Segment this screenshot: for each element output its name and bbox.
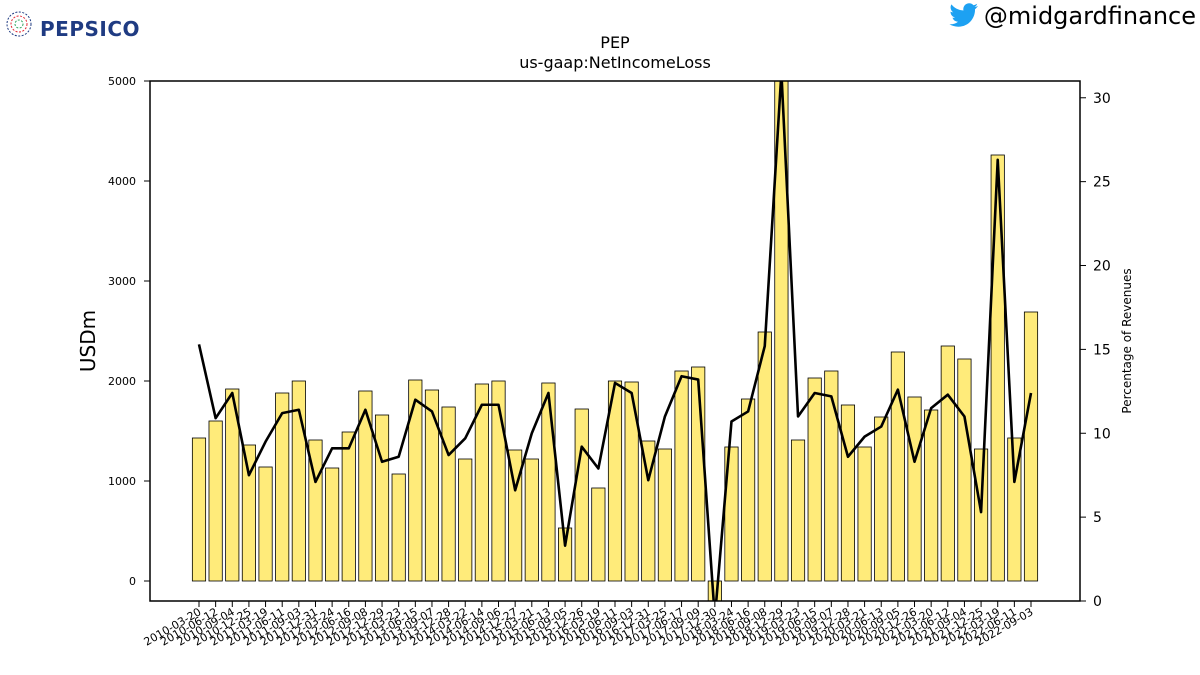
bar	[890, 351, 905, 582]
bar	[1023, 311, 1039, 582]
pct-revenue-line	[197, 81, 1033, 601]
y2-tick-label: 25	[1093, 175, 1111, 191]
bar	[325, 467, 340, 582]
y2-tick-label: 0	[1093, 594, 1102, 610]
bar	[591, 487, 606, 582]
y2-tick-label: 5	[1093, 510, 1102, 526]
y-tick-label: 1000	[108, 475, 136, 488]
y-tick-label: 2000	[108, 375, 136, 388]
logo-wordmark: PEPSICO	[40, 17, 141, 41]
y2-axis-label: Percentage of Revenues	[1120, 268, 1134, 413]
y2-tick-label: 15	[1093, 342, 1111, 358]
bar	[241, 444, 256, 582]
pepsico-logo: PEPSICO	[4, 6, 140, 42]
bar	[424, 389, 440, 582]
bar	[857, 446, 872, 582]
bar	[974, 448, 989, 582]
bar	[674, 370, 689, 582]
y-tick-label: 3000	[108, 275, 136, 288]
twitter-bird-icon	[949, 3, 978, 27]
pepsico-globe-icon	[6, 11, 32, 37]
bar	[691, 366, 706, 582]
bar	[807, 377, 822, 582]
y2-tick-label: 20	[1093, 259, 1111, 275]
bar	[874, 416, 889, 582]
bar	[374, 414, 390, 582]
y-tick-label: 4000	[108, 175, 136, 188]
y-tick-label: 5000	[108, 75, 136, 88]
bar	[524, 458, 539, 582]
bar	[191, 437, 207, 582]
bar	[957, 358, 972, 582]
bar	[541, 382, 556, 582]
bar	[441, 406, 456, 582]
bar	[907, 396, 922, 582]
y2-tick-label: 30	[1093, 91, 1111, 107]
y-tick-label: 0	[129, 575, 136, 588]
bar	[641, 440, 656, 582]
twitter-handle: @midgardfinance	[983, 2, 1196, 30]
y-axis-label: USDm	[76, 310, 100, 372]
bar	[458, 458, 473, 582]
bar	[574, 408, 589, 582]
y2-tick-label: 10	[1093, 426, 1111, 442]
bar	[990, 154, 1005, 582]
bar	[558, 527, 573, 582]
bar	[408, 379, 423, 582]
bar	[607, 380, 623, 582]
bar	[391, 473, 406, 582]
bar	[291, 380, 306, 582]
bar	[358, 390, 373, 582]
bar	[924, 409, 939, 582]
bar	[707, 580, 722, 601]
bar	[774, 81, 789, 582]
bar	[840, 404, 856, 582]
chart-subtitle: us-gaap:NetIncomeLoss	[519, 53, 711, 72]
social-handle: @midgardfinance	[948, 2, 1196, 30]
bar	[657, 448, 672, 582]
bar	[225, 388, 240, 582]
bar	[208, 420, 223, 582]
bar	[790, 439, 806, 582]
bar	[741, 398, 756, 582]
bar	[341, 431, 356, 582]
bar	[474, 383, 489, 582]
chart-title: PEP	[600, 33, 630, 52]
bar	[624, 381, 639, 582]
bar-series	[191, 81, 1039, 601]
bar	[491, 380, 506, 582]
bar	[1007, 437, 1022, 582]
bar	[940, 345, 955, 582]
bar	[824, 370, 839, 582]
plot-frame	[149, 80, 1081, 602]
bar	[258, 466, 273, 582]
bar	[275, 392, 290, 582]
